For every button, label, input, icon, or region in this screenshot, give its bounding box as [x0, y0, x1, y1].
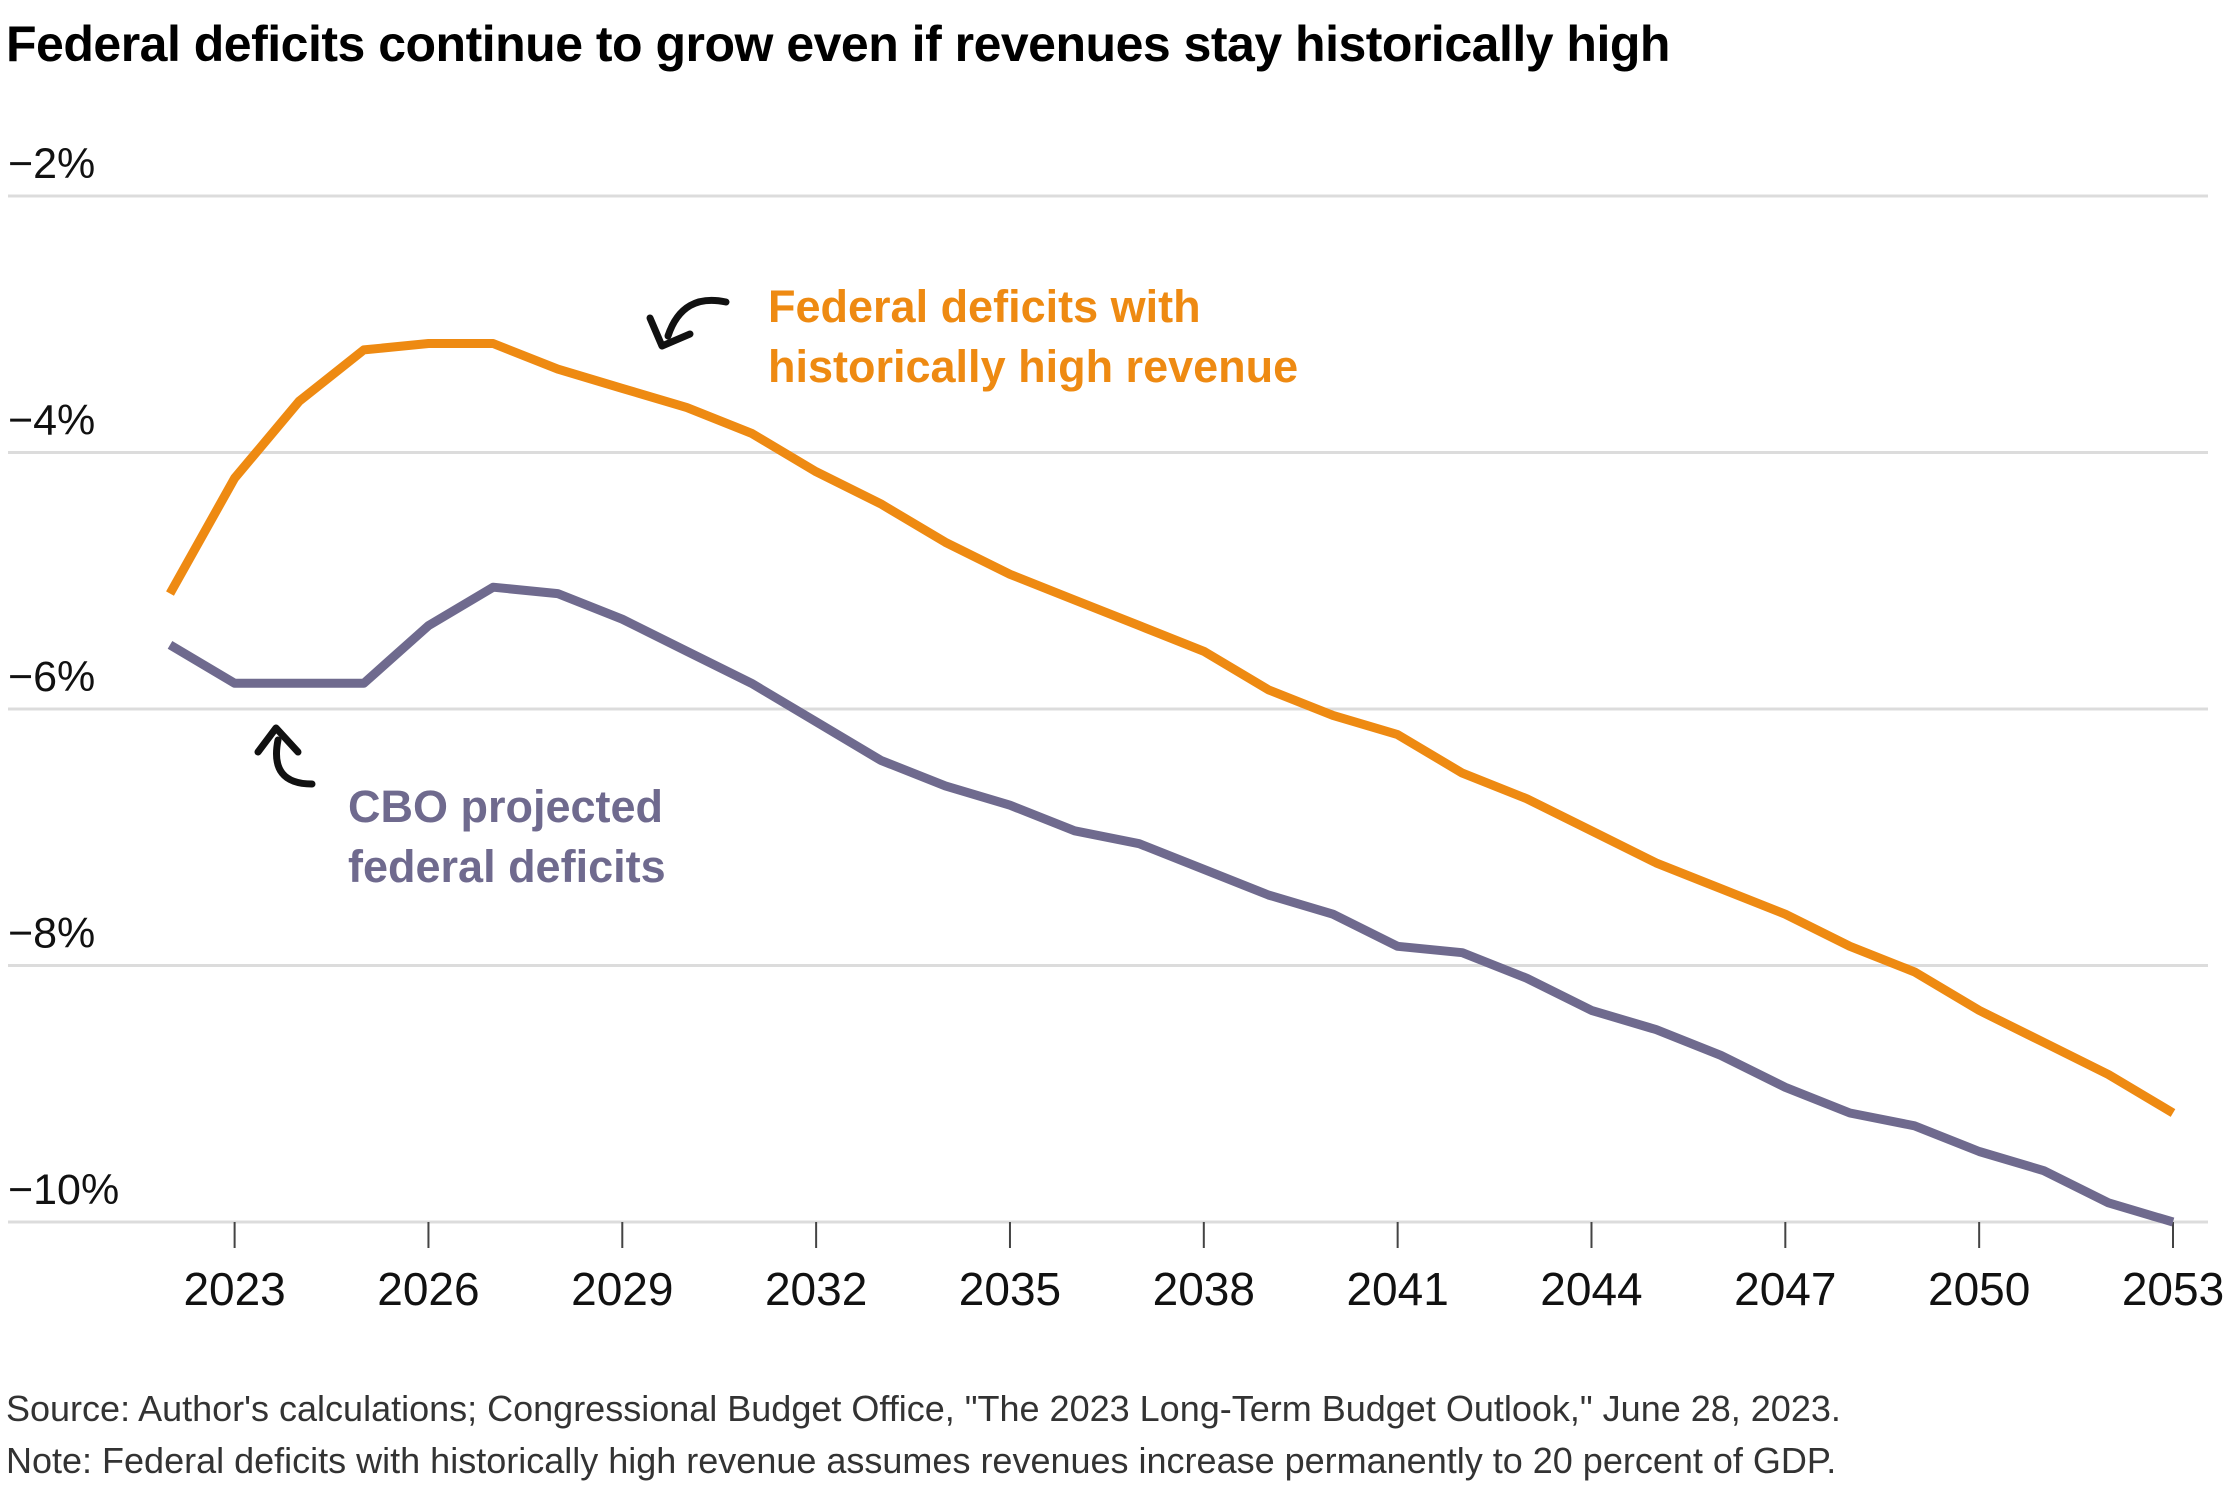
x-tick-label: 2029	[571, 1263, 673, 1315]
method-note: Note: Federal deficits with historically…	[6, 1440, 1837, 1481]
x-tick-label: 2053	[2122, 1263, 2224, 1315]
x-tick-label: 2050	[1928, 1263, 2030, 1315]
annotation-cbo-projected: CBO projected federal deficits	[348, 781, 666, 892]
x-tick-label: 2044	[1540, 1263, 1642, 1315]
y-tick-label: −10%	[8, 1166, 119, 1214]
gridlines	[8, 194, 2208, 1224]
series-lines	[166, 339, 2176, 1227]
x-tick-label: 2023	[183, 1263, 285, 1315]
x-tick-label: 2026	[377, 1263, 479, 1315]
arrow-icon	[646, 296, 730, 350]
y-tick-label: −4%	[8, 397, 95, 445]
series-annotations: Federal deficits with historically high r…	[254, 281, 1298, 892]
annotation-high-revenue: Federal deficits with historically high r…	[768, 281, 1298, 392]
x-tick-label: 2041	[1346, 1263, 1448, 1315]
x-tick-label: 2038	[1153, 1263, 1255, 1315]
source-note: Source: Author's calculations; Congressi…	[6, 1388, 1841, 1429]
chart-title: Federal deficits continue to grow even i…	[6, 16, 1670, 72]
y-axis-tick-labels: −2% −4% −6% −8% −10%	[8, 140, 119, 1214]
series-line-high-revenue	[166, 339, 2176, 1117]
line-chart: −2% −4% −6% −8% −10% 2023 2026 2029 2032 2035 203…	[8, 140, 2224, 1315]
y-tick-label: −8%	[8, 910, 95, 958]
x-tick-label: 2047	[1734, 1263, 1836, 1315]
x-tick-label: 2035	[959, 1263, 1061, 1315]
y-tick-label: −6%	[8, 653, 95, 701]
x-axis: 2023 2026 2029 2032 2035 2038 2041 2044 2047 2050…	[8, 1220, 2224, 1315]
arrow-icon	[254, 724, 316, 788]
x-tick-label: 2032	[765, 1263, 867, 1315]
y-tick-label: −2%	[8, 140, 95, 188]
series-line-cbo-projected	[167, 582, 2175, 1227]
